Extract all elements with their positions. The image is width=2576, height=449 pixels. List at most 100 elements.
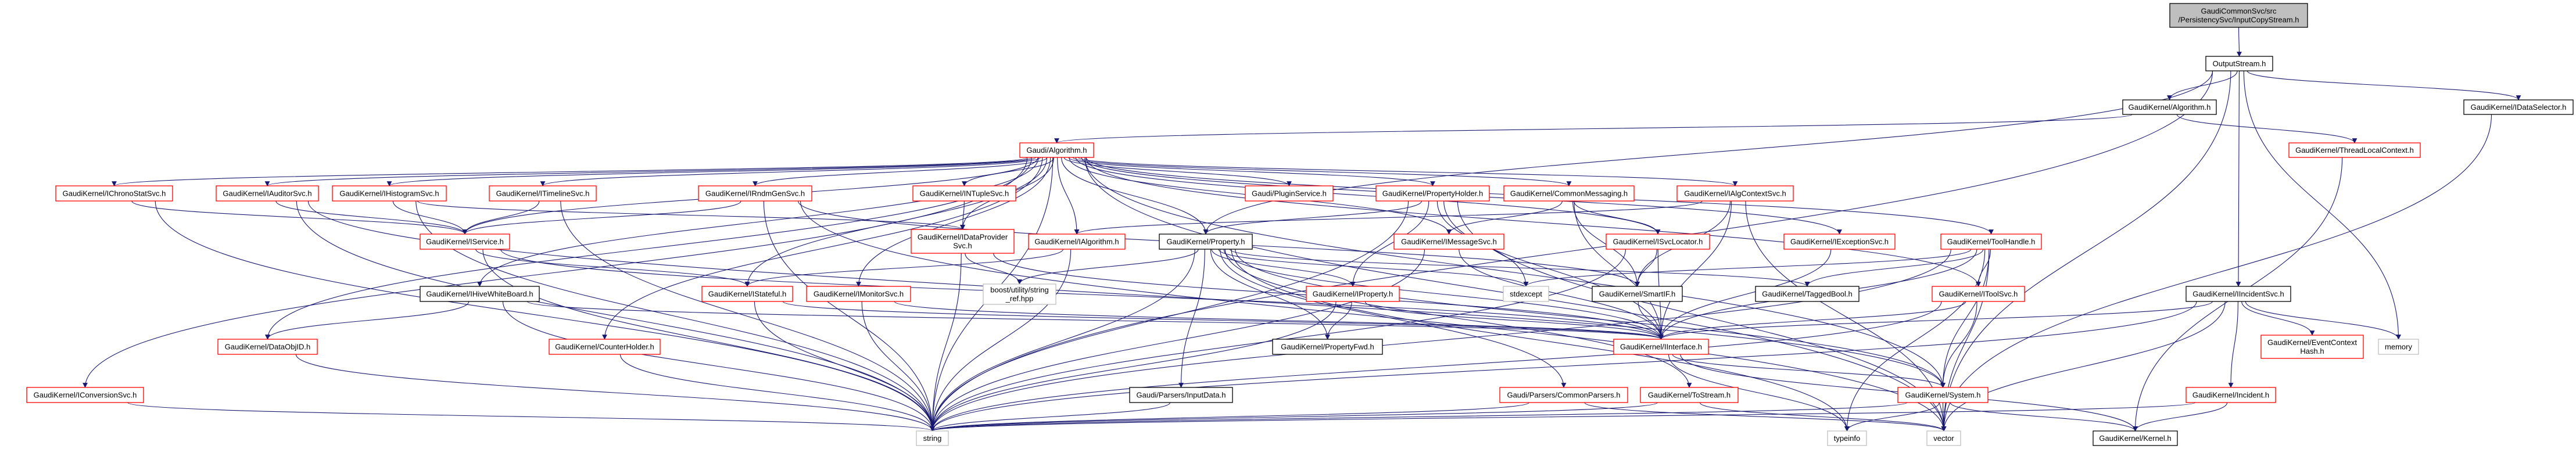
node-property-holder[interactable]: GaudiKernel/PropertyHolder.h bbox=[1375, 185, 1490, 202]
edge-galgorithm-to-itool-svc bbox=[1085, 157, 1981, 287]
node-label: Gaudi/Algorithm.h bbox=[1026, 146, 1087, 155]
edge-to-stream-to-vector bbox=[1699, 402, 1947, 432]
edge-iservice-to-iinterface bbox=[500, 249, 1664, 340]
node-itimeline-svc[interactable]: GaudiKernel/ITimelineSvc.h bbox=[489, 185, 597, 202]
node-kernel[interactable]: GaudiKernel/Kernel.h bbox=[2093, 430, 2178, 446]
node-iauditor-svc[interactable]: GaudiKernel/IAuditorSvc.h bbox=[216, 185, 319, 202]
node-label: GaudiKernel/CommonMessaging.h bbox=[1510, 189, 1628, 198]
edge-system-to-kernel bbox=[1950, 402, 2138, 432]
node-iconversion-svc[interactable]: GaudiKernel/IConversionSvc.h bbox=[26, 387, 144, 403]
edge-output-stream-to-vector bbox=[1941, 70, 2231, 432]
node-box bbox=[216, 185, 319, 202]
node-box bbox=[55, 185, 173, 202]
edge-ihive-white-board-to-iinterface bbox=[526, 301, 1664, 340]
node-box bbox=[1499, 387, 1628, 403]
node-box bbox=[1932, 286, 2025, 302]
node-box bbox=[701, 286, 793, 302]
edge-property-to-tagged-bool bbox=[1229, 249, 1810, 287]
node-gkalgorithm[interactable]: GaudiKernel/Algorithm.h bbox=[2122, 99, 2217, 115]
node-label: GaudiKernel/ISvcLocator.h bbox=[1613, 238, 1703, 246]
node-box bbox=[1783, 234, 1896, 250]
node-system[interactable]: GaudiKernel/System.h bbox=[1897, 387, 1989, 403]
node-galgorithm[interactable]: Gaudi/Algorithm.h bbox=[1019, 142, 1094, 158]
node-box bbox=[1272, 339, 1383, 355]
edge-system-to-vector bbox=[1941, 402, 1947, 432]
edge-iexception-svc-to-iinterface bbox=[1658, 249, 1832, 340]
node-property-fwd[interactable]: GaudiKernel/PropertyFwd.h bbox=[1272, 339, 1383, 355]
node-iservice[interactable]: GaudiKernel/IService.h bbox=[420, 234, 510, 250]
node-counter-holder[interactable]: GaudiKernel/CounterHolder.h bbox=[549, 339, 661, 355]
edge-system-to-string bbox=[930, 402, 1908, 432]
node-plugin-service[interactable]: Gaudi/PluginService.h bbox=[1245, 185, 1334, 202]
node-box bbox=[806, 286, 911, 302]
node-label: GaudiKernel/IAlgContextSvc.h bbox=[1684, 189, 1786, 198]
node-ihistogram-svc[interactable]: GaudiKernel/IHistogramSvc.h bbox=[332, 185, 447, 202]
edge-imonitor-svc-to-string bbox=[861, 301, 935, 432]
edge-irndm-gen-svc-to-iservice bbox=[462, 200, 741, 235]
edge-iauditor-svc-to-system bbox=[307, 200, 1946, 388]
edge-property-to-iproperty bbox=[1211, 249, 1356, 287]
node-idata-selector[interactable]: GaudiKernel/IDataSelector.h bbox=[2463, 99, 2574, 115]
node-ialg-context-svc[interactable]: GaudiKernel/IAlgContextSvc.h bbox=[1676, 185, 1794, 202]
node-isvc-locator[interactable]: GaudiKernel/ISvcLocator.h bbox=[1606, 234, 1710, 250]
node-tool-handle[interactable]: GaudiKernel/ToolHandle.h bbox=[1940, 234, 2042, 250]
node-output-stream[interactable]: OutputStream.h bbox=[2205, 56, 2273, 71]
node-input-data[interactable]: Gaudi/Parsers/InputData.h bbox=[1129, 387, 1233, 403]
edge-itool-svc-to-system bbox=[1940, 301, 1977, 388]
node-label: GaudiKernel/IIncidentSvc.h bbox=[2192, 290, 2284, 299]
node-box bbox=[1640, 387, 1739, 403]
node-label: GaudiKernel/IExceptionSvc.h bbox=[1790, 238, 1889, 246]
node-box bbox=[26, 387, 144, 403]
node-imessage-svc[interactable]: GaudiKernel/IMessageSvc.h bbox=[1393, 234, 1504, 250]
node-to-stream[interactable]: GaudiKernel/ToStream.h bbox=[1640, 387, 1739, 403]
node-box bbox=[1245, 185, 1334, 202]
edge-galgorithm-to-ialg-context-svc bbox=[1078, 157, 1738, 186]
node-box bbox=[1592, 286, 1683, 302]
node-istateful[interactable]: GaudiKernel/IStateful.h bbox=[701, 286, 793, 302]
node-property[interactable]: GaudiKernel/Property.h bbox=[1159, 234, 1253, 250]
node-box bbox=[2463, 99, 2574, 115]
node-label: GaudiKernel/TaggedBool.h bbox=[1762, 290, 1852, 299]
node-thread-local-context[interactable]: GaudiKernel/ThreadLocalContext.h bbox=[2288, 142, 2421, 158]
node-imonitor-svc[interactable]: GaudiKernel/IMonitorSvc.h bbox=[806, 286, 911, 302]
edge-iincident-svc-to-vector bbox=[1941, 301, 2226, 432]
node-ialgorithm[interactable]: GaudiKernel/IAlgorithm.h bbox=[1028, 234, 1126, 250]
node-tagged-bool[interactable]: GaudiKernel/TaggedBool.h bbox=[1755, 286, 1860, 302]
node-iinterface[interactable]: GaudiKernel/IInterface.h bbox=[1613, 339, 1709, 355]
node-common-parsers[interactable]: Gaudi/Parsers/CommonParsers.h bbox=[1499, 387, 1628, 403]
node-label: GaudiKernel/PropertyFwd.h bbox=[1281, 343, 1374, 351]
node-box bbox=[1755, 286, 1860, 302]
node-incident[interactable]: GaudiKernel/Incident.h bbox=[2186, 387, 2276, 403]
node-data-obj-id[interactable]: GaudiKernel/DataObjID.h bbox=[217, 339, 318, 355]
edge-iincident-svc-to-event-context-hash bbox=[2241, 301, 2315, 336]
node-irndm-gen-svc[interactable]: GaudiKernel/IRndmGenSvc.h bbox=[698, 185, 812, 202]
edge-imessage-svc-to-string bbox=[930, 249, 1425, 432]
node-iproperty[interactable]: GaudiKernel/IProperty.h bbox=[1306, 286, 1400, 302]
edge-galgorithm-to-property-holder bbox=[1068, 157, 1435, 186]
node-label: GaudiKernel/IRndmGenSvc.h bbox=[705, 189, 805, 198]
node-box bbox=[489, 185, 597, 202]
node-iincident-svc[interactable]: GaudiKernel/IIncidentSvc.h bbox=[2186, 286, 2291, 302]
edge-itimeline-svc-to-string bbox=[560, 200, 935, 432]
edge-galgorithm-to-system bbox=[1084, 157, 1946, 388]
edge-tool-handle-to-string bbox=[930, 249, 1951, 432]
node-itool-svc[interactable]: GaudiKernel/IToolSvc.h bbox=[1932, 286, 2025, 302]
node-label: OutputStream.h bbox=[2213, 59, 2266, 68]
node-smart-if[interactable]: GaudiKernel/SmartIF.h bbox=[1592, 286, 1683, 302]
node-box bbox=[1129, 387, 1233, 403]
edge-galgorithm-to-irndm-gen-svc bbox=[753, 157, 1048, 186]
node-box bbox=[1676, 185, 1794, 202]
node-label: GaudiKernel/IChronoStatSvc.h bbox=[63, 189, 166, 198]
node-box bbox=[1897, 387, 1989, 403]
edge-galgorithm-to-ihive-white-board bbox=[477, 157, 1039, 287]
node-ihive-white-board[interactable]: GaudiKernel/IHiveWhiteBoard.h bbox=[420, 286, 540, 302]
node-label: GaudiKernel/Algorithm.h bbox=[2129, 103, 2211, 112]
node-common-messaging[interactable]: GaudiKernel/CommonMessaging.h bbox=[1503, 185, 1635, 202]
node-iexception-svc[interactable]: GaudiKernel/IExceptionSvc.h bbox=[1783, 234, 1896, 250]
node-intuple-svc[interactable]: GaudiKernel/INTupleSvc.h bbox=[912, 185, 1016, 202]
node-label: GaudiKernel/Property.h bbox=[1167, 238, 1245, 246]
edge-galgorithm-to-itimeline-svc bbox=[540, 157, 1041, 186]
node-ichrono-stat-svc[interactable]: GaudiKernel/IChronoStatSvc.h bbox=[55, 185, 173, 202]
